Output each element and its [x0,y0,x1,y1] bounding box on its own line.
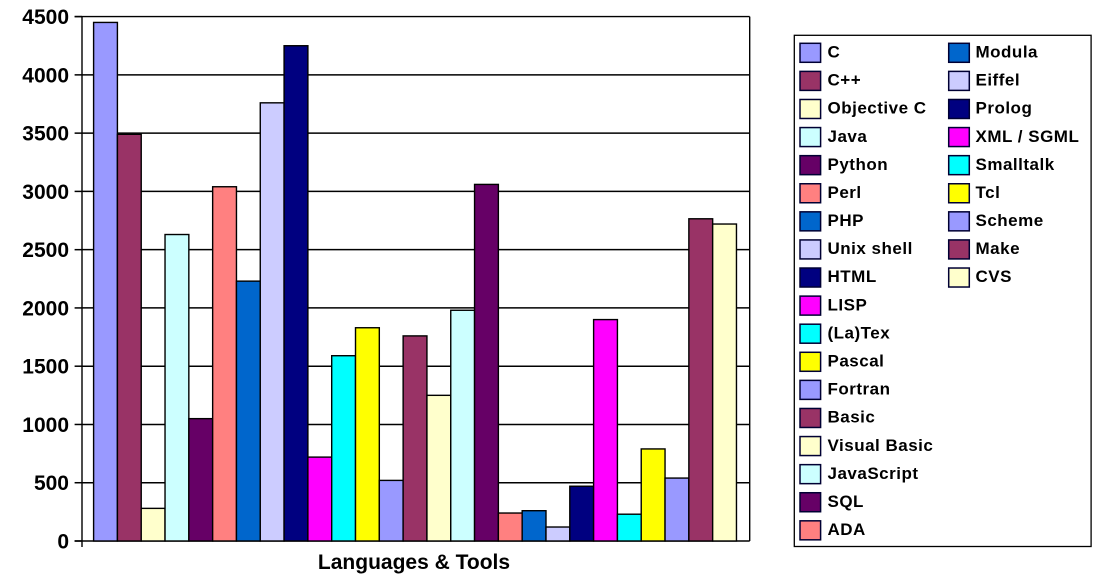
svg-text:C: C [828,43,841,62]
svg-text:0: 0 [57,530,69,553]
svg-text:Scheme: Scheme [976,211,1044,230]
svg-text:Prolog: Prolog [976,99,1033,118]
svg-text:Tcl: Tcl [976,183,1001,202]
svg-text:Perl: Perl [828,183,862,202]
svg-text:Fortran: Fortran [828,380,891,399]
svg-text:ADA: ADA [828,520,866,539]
svg-text:3000: 3000 [22,181,69,204]
svg-text:Smalltalk: Smalltalk [976,155,1055,174]
svg-text:Pascal: Pascal [828,351,885,370]
svg-text:PHP: PHP [828,211,864,230]
svg-text:Languages & Tools: Languages & Tools [318,551,510,574]
svg-text:Objective C: Objective C [828,99,927,118]
svg-text:Modula: Modula [976,43,1039,62]
svg-text:1500: 1500 [22,356,69,379]
svg-text:Visual Basic: Visual Basic [828,436,934,455]
svg-text:XML / SGML: XML / SGML [976,127,1080,146]
svg-text:C++: C++ [828,71,862,90]
svg-text:2000: 2000 [22,297,69,320]
svg-text:Eiffel: Eiffel [976,71,1021,90]
svg-text:Unix shell: Unix shell [828,239,913,258]
svg-text:Python: Python [828,155,889,174]
svg-text:4000: 4000 [22,64,69,87]
svg-text:HTML: HTML [828,267,877,286]
svg-text:CVS: CVS [976,267,1012,286]
svg-text:500: 500 [34,472,69,495]
svg-text:2500: 2500 [22,239,69,262]
svg-text:4500: 4500 [22,6,69,29]
svg-text:SQL: SQL [828,492,864,511]
svg-text:LISP: LISP [828,295,868,314]
svg-text:3500: 3500 [22,123,69,146]
svg-text:Basic: Basic [828,408,876,427]
svg-text:1000: 1000 [22,414,69,437]
svg-text:JavaScript: JavaScript [828,464,919,483]
svg-text:Make: Make [976,239,1021,258]
svg-text:(La)Tex: (La)Tex [828,323,891,342]
svg-text:Java: Java [828,127,868,146]
